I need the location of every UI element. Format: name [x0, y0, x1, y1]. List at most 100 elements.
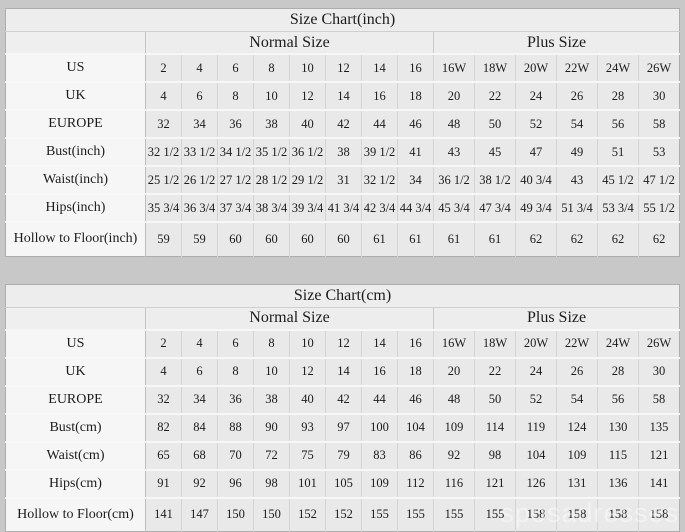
size-value-cell: 101	[290, 470, 326, 498]
size-value-cell: 39 3/4	[290, 194, 326, 222]
size-value-cell: 16	[398, 330, 434, 358]
size-value-cell: 16	[398, 54, 434, 82]
size-value-cell: 32	[146, 110, 182, 138]
size-value-cell: 30	[639, 358, 680, 386]
size-value-cell: 58	[639, 110, 680, 138]
size-value-cell: 14	[362, 330, 398, 358]
size-value-cell: 49	[557, 138, 598, 166]
row-label: US	[6, 54, 146, 82]
size-value-cell: 20W	[516, 54, 557, 82]
size-value-cell: 86	[398, 442, 434, 470]
size-value-cell: 79	[326, 442, 362, 470]
size-value-cell: 36 1/2	[290, 138, 326, 166]
size-value-cell: 39 1/2	[362, 138, 398, 166]
size-value-cell: 20W	[516, 330, 557, 358]
size-value-cell: 36 3/4	[182, 194, 218, 222]
size-value-cell: 14	[362, 54, 398, 82]
size-value-cell: 155	[362, 498, 398, 532]
size-value-cell: 60	[290, 222, 326, 256]
size-value-cell: 24	[516, 358, 557, 386]
size-value-cell: 8	[218, 82, 254, 110]
size-value-cell: 6	[218, 330, 254, 358]
size-value-cell: 37 3/4	[218, 194, 254, 222]
size-value-cell: 119	[516, 414, 557, 442]
size-value-cell: 105	[326, 470, 362, 498]
size-value-cell: 8	[254, 54, 290, 82]
size-value-cell: 51 3/4	[557, 194, 598, 222]
size-value-cell: 4	[182, 54, 218, 82]
size-value-cell: 10	[290, 330, 326, 358]
size-value-cell: 150	[218, 498, 254, 532]
size-value-cell: 32	[146, 386, 182, 414]
size-value-cell: 59	[146, 222, 182, 256]
size-value-cell: 42	[326, 386, 362, 414]
size-value-cell: 34	[182, 386, 218, 414]
size-value-cell: 60	[254, 222, 290, 256]
group-header-normal-size: Normal Size	[146, 32, 434, 55]
size-value-cell: 10	[254, 358, 290, 386]
row-label: UK	[6, 358, 146, 386]
size-value-cell: 47 3/4	[475, 194, 516, 222]
size-value-cell: 14	[326, 82, 362, 110]
size-value-cell: 8	[254, 330, 290, 358]
size-value-cell: 36	[218, 110, 254, 138]
size-value-cell: 152	[326, 498, 362, 532]
size-value-cell: 12	[326, 54, 362, 82]
size-value-cell: 34 1/2	[218, 138, 254, 166]
size-value-cell: 40	[290, 386, 326, 414]
size-value-cell: 14	[326, 358, 362, 386]
size-value-cell: 4	[146, 358, 182, 386]
size-value-cell: 61	[398, 222, 434, 256]
row-label: Bust(cm)	[6, 414, 146, 442]
row-label: Waist(inch)	[6, 166, 146, 194]
size-value-cell: 114	[475, 414, 516, 442]
size-value-cell: 42 3/4	[362, 194, 398, 222]
size-value-cell: 41	[398, 138, 434, 166]
size-value-cell: 2	[146, 54, 182, 82]
size-value-cell: 109	[362, 470, 398, 498]
size-value-cell: 141	[146, 498, 182, 532]
size-value-cell: 22W	[557, 54, 598, 82]
size-value-cell: 56	[598, 386, 639, 414]
size-value-cell: 54	[557, 386, 598, 414]
size-value-cell: 53	[639, 138, 680, 166]
size-value-cell: 61	[362, 222, 398, 256]
size-value-cell: 20	[434, 358, 475, 386]
size-value-cell: 26W	[639, 54, 680, 82]
size-value-cell: 56	[598, 110, 639, 138]
size-value-cell: 18	[398, 358, 434, 386]
size-value-cell: 24	[516, 82, 557, 110]
size-value-cell: 98	[475, 442, 516, 470]
size-value-cell: 109	[557, 442, 598, 470]
size-value-cell: 48	[434, 386, 475, 414]
size-value-cell: 18	[398, 82, 434, 110]
size-value-cell: 38 3/4	[254, 194, 290, 222]
size-value-cell: 131	[557, 470, 598, 498]
size-value-cell: 75	[290, 442, 326, 470]
table-title-row: Size Chart(cm)	[6, 284, 680, 307]
size-value-cell: 43	[434, 138, 475, 166]
size-value-cell: 29 1/2	[290, 166, 326, 194]
group-header-normal-size: Normal Size	[146, 307, 434, 330]
row-label: Hips(inch)	[6, 194, 146, 222]
size-value-cell: 27 1/2	[218, 166, 254, 194]
corner-cell	[6, 32, 146, 55]
size-value-cell: 155	[398, 498, 434, 532]
size-value-cell: 40 3/4	[516, 166, 557, 194]
table-title: Size Chart(cm)	[6, 284, 680, 307]
size-value-cell: 54	[557, 110, 598, 138]
size-value-cell: 49 3/4	[516, 194, 557, 222]
size-value-cell: 35 1/2	[254, 138, 290, 166]
size-value-cell: 22W	[557, 330, 598, 358]
size-value-cell: 22	[475, 82, 516, 110]
size-value-cell: 150	[254, 498, 290, 532]
size-value-cell: 45 1/2	[598, 166, 639, 194]
